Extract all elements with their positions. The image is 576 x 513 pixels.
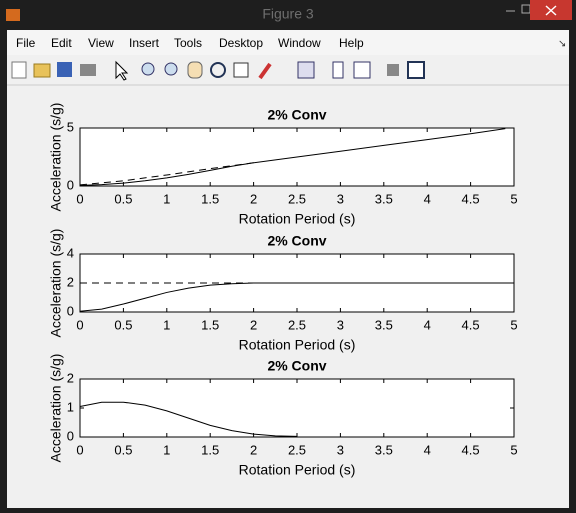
menu-item[interactable]: Tools [174, 36, 202, 50]
legend-icon[interactable] [353, 61, 371, 79]
pointer-icon[interactable] [115, 60, 129, 81]
x-axis-label: Rotation Period (s) [239, 211, 356, 227]
x-tick-label: 3 [337, 191, 344, 206]
menu-items: File Edit View Insert Tools Desktop Window Help [16, 36, 364, 50]
chart-title: 2% Conv [267, 233, 326, 249]
axes [80, 379, 514, 437]
pan-icon[interactable] [187, 61, 203, 79]
y-tick-label: 1 [67, 399, 74, 414]
print-icon[interactable] [80, 64, 96, 76]
x-tick-label: 1.5 [201, 317, 219, 332]
x-tick-label: 5 [510, 317, 517, 332]
y-tick-label: 2 [67, 274, 74, 289]
x-tick-label: 4 [424, 317, 431, 332]
x-tick-label: 4 [424, 191, 431, 206]
menu-arrow: ↘ [558, 39, 566, 50]
x-tick-label: 0.5 [114, 191, 132, 206]
x-tick-label: 0.5 [114, 317, 132, 332]
y-tick-label: 2 [67, 370, 74, 385]
menu-item[interactable]: Desktop [219, 36, 263, 50]
x-tick-label: 2.5 [288, 442, 306, 457]
toolbar [7, 56, 569, 84]
x-tick-label: 2 [250, 442, 257, 457]
y-tick-label: 5 [67, 119, 74, 134]
menu-item[interactable]: Insert [129, 36, 160, 50]
x-tick-label: 0 [76, 317, 83, 332]
x-tick-label: 3.5 [375, 191, 393, 206]
link-icon[interactable] [297, 61, 315, 79]
y-tick-label: 0 [67, 177, 74, 192]
x-axis-label: Rotation Period (s) [239, 462, 356, 478]
x-tick-label: 3 [337, 317, 344, 332]
data-line [79, 282, 514, 312]
menu-item[interactable]: Window [278, 36, 321, 50]
y-tick-label: 4 [67, 245, 74, 260]
plots: 2% Conv Rotation Period (s) Acceleration (… [48, 103, 518, 478]
zoom-in-icon[interactable] [141, 62, 155, 76]
x-tick-label: 1 [163, 442, 170, 457]
x-tick-label: 4.5 [462, 317, 480, 332]
app-icon [6, 9, 20, 21]
rotate-icon[interactable] [210, 62, 226, 78]
x-tick-label: 0 [76, 191, 83, 206]
menu-item[interactable]: Edit [51, 36, 72, 50]
x-tick-label: 3.5 [375, 442, 393, 457]
x-tick-label: 1.5 [201, 442, 219, 457]
open-icon[interactable] [33, 63, 51, 78]
menu-item[interactable]: File [16, 36, 36, 50]
y-axis-label: Acceleration (s/g) [48, 103, 64, 212]
minimize-button[interactable] [498, 0, 524, 20]
x-tick-label: 2 [250, 191, 257, 206]
x-tick-label: 2 [250, 317, 257, 332]
brush-icon[interactable] [258, 62, 272, 80]
x-tick-label: 5 [510, 442, 517, 457]
data-line [79, 128, 506, 186]
axes-border [79, 127, 515, 187]
x-tick-label: 4 [424, 442, 431, 457]
chart-title: 2% Conv [267, 358, 326, 374]
x-tick-label: 1.5 [201, 191, 219, 206]
y-axis-label: Acceleration (s/g) [48, 229, 64, 338]
close-icon [545, 5, 557, 16]
x-tick-label: 2.5 [288, 191, 306, 206]
x-tick-label: 3.5 [375, 317, 393, 332]
data-line [79, 162, 254, 186]
axes-border [79, 253, 515, 313]
show-tools-icon[interactable] [407, 61, 425, 79]
save-icon[interactable] [57, 62, 72, 77]
x-axis-label: Rotation Period (s) [239, 337, 356, 353]
x-tick-label: 4.5 [462, 442, 480, 457]
y-axis-label: Acceleration (s/g) [48, 354, 64, 463]
menu-item[interactable]: Help [339, 36, 364, 50]
toolbar-bg [7, 56, 569, 84]
x-tick-label: 4.5 [462, 191, 480, 206]
hide-tools-icon[interactable] [387, 64, 399, 76]
data-line [79, 401, 298, 437]
chart-title: 2% Conv [267, 107, 326, 123]
x-tick-label: 5 [510, 191, 517, 206]
y-tick-label: 0 [67, 303, 74, 318]
x-tick-label: 0.5 [114, 442, 132, 457]
new-icon[interactable] [11, 61, 27, 79]
zoom-out-icon[interactable] [164, 62, 178, 76]
datatip-icon[interactable] [233, 62, 249, 78]
window-title: Figure 3 [262, 6, 314, 22]
x-tick-label: 2.5 [288, 317, 306, 332]
x-tick-label: 3 [337, 442, 344, 457]
x-tick-label: 1 [163, 317, 170, 332]
menu-bar [7, 30, 569, 55]
x-tick-label: 1 [163, 191, 170, 206]
axes-border [79, 378, 515, 438]
menu-item[interactable]: View [88, 36, 114, 50]
y-tick-label: 0 [67, 428, 74, 443]
x-tick-label: 0 [76, 442, 83, 457]
colorbar-icon[interactable] [332, 61, 344, 79]
